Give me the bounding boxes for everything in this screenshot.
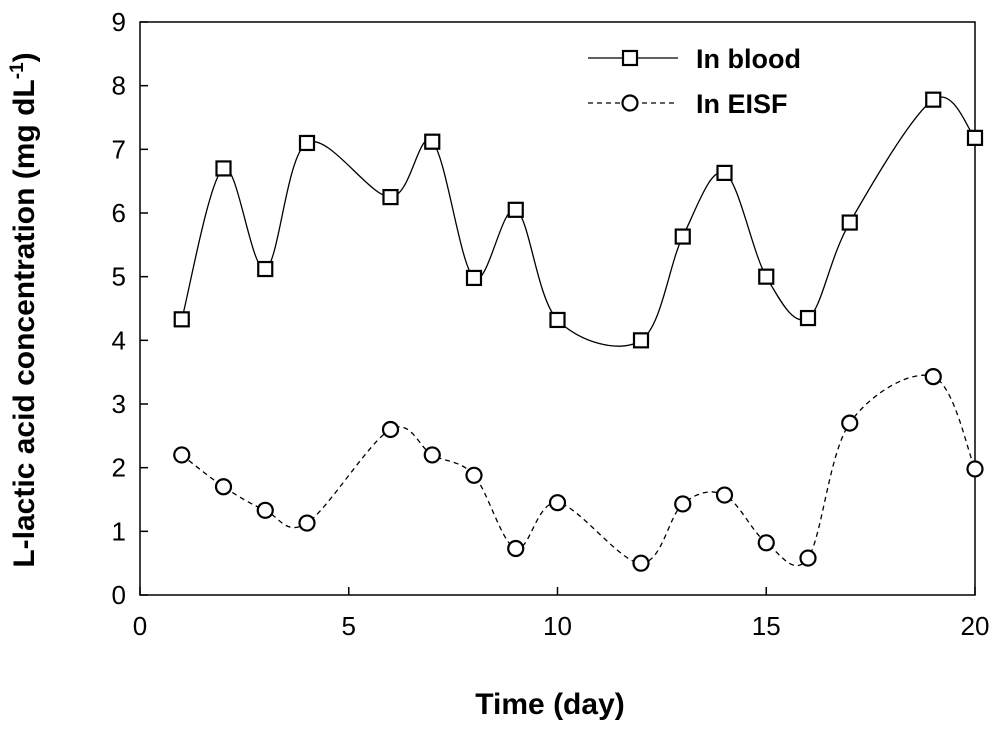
- data-point-in-eisf: [381, 420, 400, 439]
- data-point-in-eisf: [924, 368, 942, 386]
- data-point-in-eisf: [632, 554, 650, 572]
- data-point-in-blood: [257, 260, 274, 278]
- series-in-blood: [173, 91, 984, 349]
- x-tick-label: 20: [961, 611, 990, 641]
- data-point-in-blood: [382, 188, 399, 206]
- y-tick-label: 5: [112, 262, 126, 292]
- data-point-in-blood: [841, 214, 858, 231]
- data-point-in-eisf: [214, 478, 233, 496]
- series-line-in-blood: [181, 96, 976, 347]
- data-point-in-blood: [925, 91, 942, 108]
- data-point-in-eisf: [674, 495, 692, 513]
- data-point-in-eisf: [298, 514, 316, 532]
- y-tick-label: 9: [112, 7, 126, 37]
- data-point-in-blood: [507, 201, 524, 218]
- data-point-in-blood: [799, 309, 817, 327]
- x-tick-label: 0: [133, 611, 147, 641]
- data-point-in-eisf: [173, 446, 191, 464]
- data-point-in-eisf: [757, 534, 775, 552]
- x-tick-label: 5: [342, 611, 356, 641]
- data-point-in-blood: [966, 129, 984, 146]
- data-point-in-blood: [716, 164, 733, 181]
- legend-marker-in-blood: [621, 49, 639, 67]
- y-tick-label: 2: [112, 453, 126, 483]
- data-point-in-blood: [424, 133, 441, 150]
- y-tick-label: 8: [112, 71, 126, 101]
- y-tick-label: 3: [112, 389, 126, 419]
- series-line-in-eisf: [181, 374, 976, 567]
- data-point-in-eisf: [507, 539, 525, 558]
- data-point-in-eisf: [256, 501, 274, 519]
- data-point-in-eisf: [799, 549, 817, 567]
- data-point-in-blood: [173, 311, 190, 328]
- y-tick-label: 6: [112, 198, 126, 228]
- data-point-in-blood: [298, 134, 316, 152]
- legend-label-in-blood: In blood: [696, 44, 801, 74]
- data-point-in-blood: [674, 228, 691, 245]
- series-in-eisf: [173, 368, 984, 572]
- y-tick-label: 7: [112, 134, 126, 164]
- y-tick-label: 1: [112, 516, 126, 546]
- data-point-in-blood: [465, 269, 483, 287]
- y-tick-label: 0: [112, 580, 126, 610]
- legend-label-in-eisf: In EISF: [696, 89, 788, 119]
- data-point-in-blood: [758, 268, 775, 285]
- y-tick-label: 4: [112, 325, 126, 355]
- data-point-in-eisf: [548, 494, 567, 512]
- legend: In blood In EISF: [588, 44, 801, 119]
- x-axis-title: Time (day): [475, 688, 625, 721]
- data-point-in-blood: [215, 160, 232, 177]
- data-point-in-eisf: [465, 466, 483, 484]
- data-point-in-eisf: [966, 460, 984, 478]
- x-tick-label: 15: [752, 611, 781, 641]
- y-axis-title: L-lactic acid concentration (mg dL-1): [7, 52, 41, 567]
- data-point-in-eisf: [423, 446, 441, 464]
- data-point-in-eisf: [715, 486, 734, 504]
- data-point-in-blood: [549, 311, 566, 329]
- data-point-in-blood: [632, 332, 650, 349]
- legend-marker-in-eisf: [621, 94, 639, 112]
- x-tick-label: 10: [543, 611, 572, 641]
- data-point-in-eisf: [841, 414, 859, 432]
